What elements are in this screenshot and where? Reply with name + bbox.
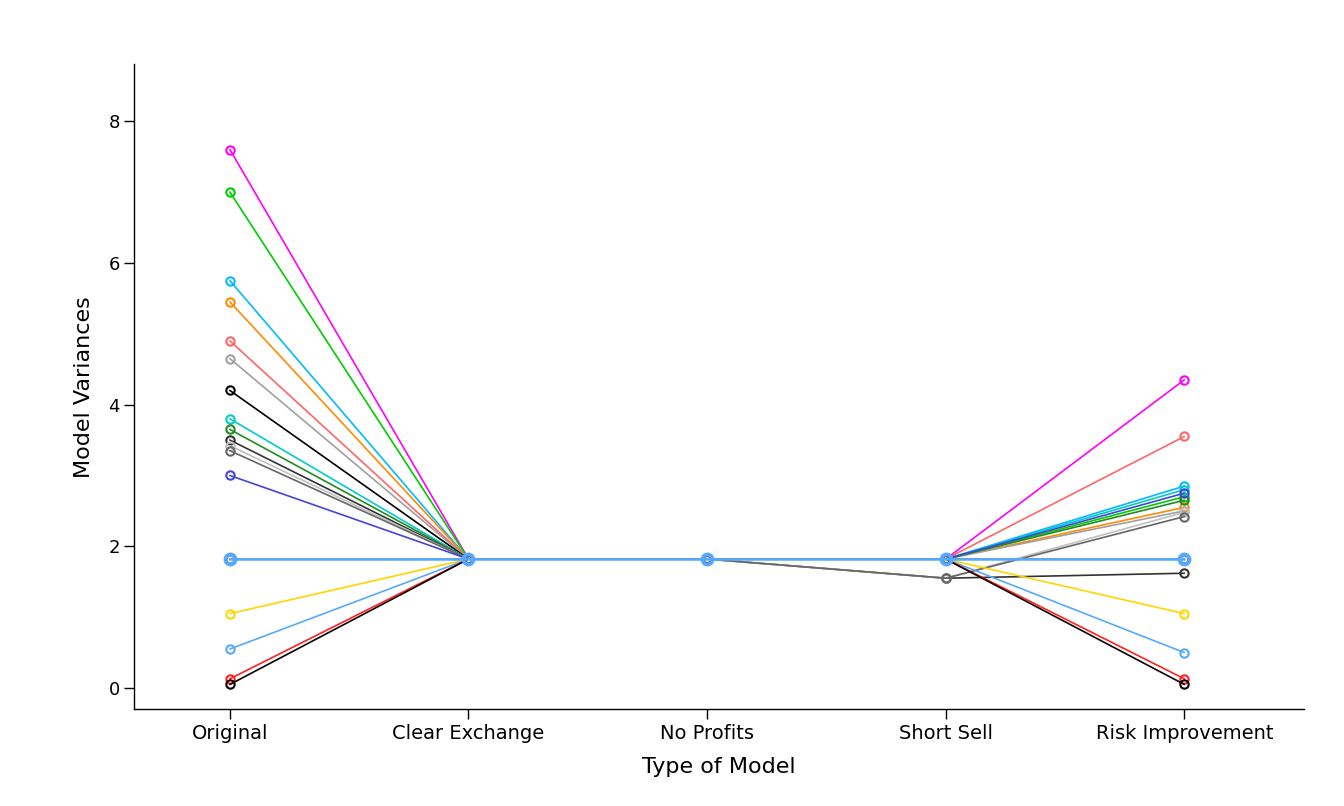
X-axis label: Type of Model: Type of Model	[642, 757, 796, 777]
Y-axis label: Model Variances: Model Variances	[74, 296, 94, 478]
